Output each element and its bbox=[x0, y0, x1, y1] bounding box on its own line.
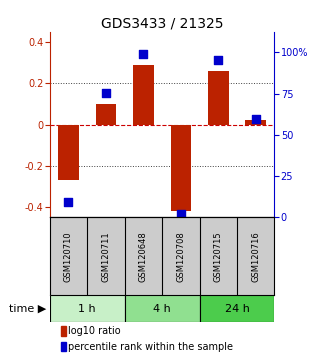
Bar bbox=[96, 104, 116, 125]
Point bbox=[216, 57, 221, 63]
Text: GSM120715: GSM120715 bbox=[214, 231, 223, 282]
Point bbox=[66, 200, 71, 205]
Point bbox=[253, 116, 258, 122]
Text: 4 h: 4 h bbox=[153, 304, 171, 314]
Bar bbox=[50, 296, 125, 322]
Text: GSM120711: GSM120711 bbox=[101, 231, 110, 282]
Bar bbox=[170, 125, 191, 211]
Text: time ▶: time ▶ bbox=[9, 304, 47, 314]
Text: 1 h: 1 h bbox=[78, 304, 96, 314]
Text: GSM120708: GSM120708 bbox=[176, 231, 185, 282]
Bar bbox=[246, 120, 266, 125]
Bar bbox=[61, 342, 66, 352]
Point bbox=[178, 211, 183, 216]
Bar bbox=[125, 296, 200, 322]
Text: GSM120710: GSM120710 bbox=[64, 231, 73, 282]
Bar bbox=[61, 326, 66, 336]
Text: log10 ratio: log10 ratio bbox=[68, 326, 120, 336]
Bar bbox=[133, 65, 154, 125]
Point bbox=[103, 90, 108, 96]
Text: 24 h: 24 h bbox=[225, 304, 249, 314]
Point bbox=[141, 51, 146, 57]
Text: percentile rank within the sample: percentile rank within the sample bbox=[68, 342, 233, 352]
Text: GSM120648: GSM120648 bbox=[139, 231, 148, 282]
Bar bbox=[58, 125, 79, 180]
Title: GDS3433 / 21325: GDS3433 / 21325 bbox=[101, 17, 223, 31]
Text: GSM120716: GSM120716 bbox=[251, 231, 260, 282]
Bar bbox=[200, 296, 274, 322]
Bar bbox=[208, 71, 229, 125]
